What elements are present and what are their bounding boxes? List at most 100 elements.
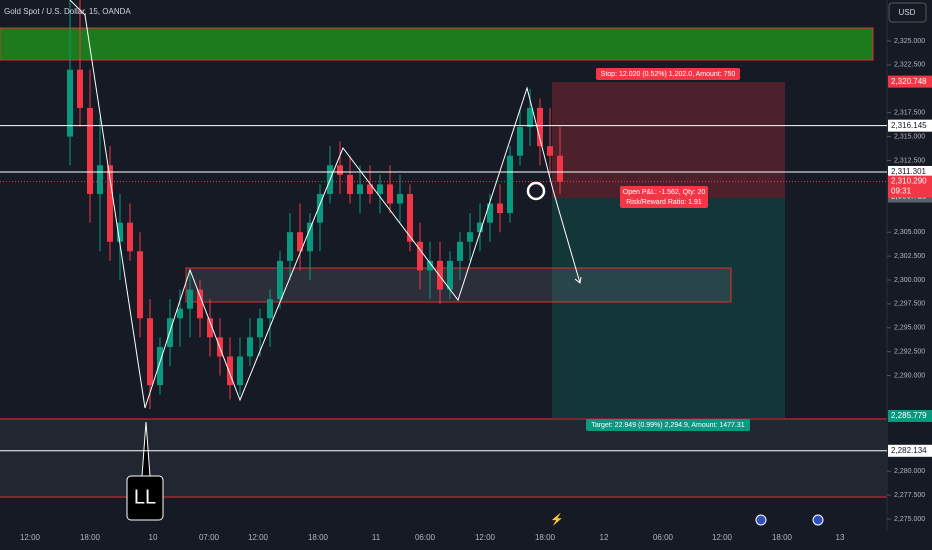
candle-body xyxy=(427,260,433,271)
y-tick-label: 2,325.000 xyxy=(894,38,925,45)
candle-body xyxy=(127,222,133,252)
rr-label: Risk/Reward Ratio: 1.91 xyxy=(626,199,702,206)
target-label: Target: 22.949 (0.99%) 2,294.9, Amount: … xyxy=(591,422,744,429)
candle-body xyxy=(357,184,363,194)
candle-body xyxy=(477,222,483,233)
chart-title: Gold Spot / U.S. Dollar, 15, OANDA xyxy=(4,7,131,16)
candle-body xyxy=(157,346,163,386)
candle-body xyxy=(197,289,203,319)
candle-body xyxy=(317,193,323,223)
callout-box xyxy=(126,475,164,521)
x-tick-label: 18:00 xyxy=(535,533,556,542)
candle-body xyxy=(297,232,303,252)
candle-body xyxy=(307,222,313,252)
candle-body xyxy=(247,337,253,357)
target-label-box xyxy=(586,419,750,431)
candle-body xyxy=(107,165,113,242)
candle-body xyxy=(87,107,93,194)
x-tick-label: 12 xyxy=(600,533,609,542)
event-icon[interactable]: ⚡ xyxy=(550,513,564,526)
price-tag xyxy=(888,119,932,132)
y-tick-label: 2,300.000 xyxy=(894,277,925,284)
countdown: 09:31 xyxy=(891,187,912,196)
candle-body xyxy=(187,289,193,309)
price-tag xyxy=(888,75,932,88)
x-tick-label: 18:00 xyxy=(308,533,329,542)
y-tick-label: 2,317.500 xyxy=(894,110,925,117)
candle-body xyxy=(397,193,403,204)
y-tick-label: 2,297.500 xyxy=(894,301,925,308)
candle-body xyxy=(537,107,543,147)
zigzag xyxy=(69,0,581,409)
candle-body xyxy=(337,165,343,175)
flag-icon[interactable] xyxy=(755,514,767,526)
y-tick-label: 2,305.000 xyxy=(894,229,925,236)
range-box xyxy=(185,267,732,303)
y-tick-label: 2,315.000 xyxy=(894,133,925,140)
candle-body xyxy=(207,318,213,338)
stop-label: Stop: 12.020 (0.52%) 1,202.0, Amount: 75… xyxy=(601,71,736,78)
price-tag-label: 2,311.301 xyxy=(891,167,927,176)
x-tick-label: 18:00 xyxy=(772,533,793,542)
candle-body xyxy=(147,318,153,386)
x-tick-label: 18:00 xyxy=(80,533,101,542)
candle-body xyxy=(557,155,563,182)
pnl-label: Open P&L: -1.562, Qty: 20 xyxy=(623,189,706,196)
supply-zone xyxy=(0,27,874,61)
x-tick-label: 12:00 xyxy=(248,533,269,542)
candle-body xyxy=(257,318,263,338)
candle-body xyxy=(497,203,503,214)
stop-area xyxy=(552,82,785,198)
y-tick-label: 2,322.500 xyxy=(894,62,925,69)
x-tick-label: 12:00 xyxy=(20,533,41,542)
callout-text: LL xyxy=(134,486,156,508)
candle-body xyxy=(457,241,463,261)
candle-body xyxy=(227,356,233,386)
price-tag xyxy=(888,409,932,422)
candle-body xyxy=(137,251,143,319)
x-tick-label: 11 xyxy=(372,533,381,542)
candle-body xyxy=(77,69,83,108)
target-area xyxy=(552,198,785,418)
candle-body xyxy=(237,356,243,386)
candle-body xyxy=(527,107,533,128)
x-tick-label: 06:00 xyxy=(653,533,674,542)
candle-body xyxy=(547,146,553,156)
y-tick-label: 2,290.000 xyxy=(894,372,925,379)
candle-body xyxy=(97,165,103,194)
y-tick-label: 2,295.000 xyxy=(894,325,925,332)
arrow-head xyxy=(574,276,582,284)
candle-body xyxy=(387,184,393,204)
candle-body xyxy=(67,69,73,137)
candle-body xyxy=(177,308,183,319)
circle-marker xyxy=(526,181,546,201)
candle-body xyxy=(437,260,443,290)
y-tick-label: 2,302.500 xyxy=(894,253,925,260)
price-tag xyxy=(888,165,932,178)
currency-button[interactable] xyxy=(888,2,927,23)
x-tick-label: 13 xyxy=(836,533,845,542)
x-tick-label: 10 xyxy=(149,533,158,542)
candle-body xyxy=(287,232,293,261)
candle-body xyxy=(367,184,373,194)
candle-body xyxy=(407,193,413,242)
candle-body xyxy=(467,232,473,242)
candle-body xyxy=(117,222,123,242)
currency[interactable]: USD xyxy=(899,8,916,17)
candle-body xyxy=(447,260,453,290)
price-tag-label: 2,282.134 xyxy=(891,446,927,455)
stop-label-box xyxy=(596,68,740,80)
y-tick-label: 2,292.500 xyxy=(894,349,925,356)
candle-body xyxy=(277,260,283,300)
candle-body xyxy=(377,184,383,194)
candle-body xyxy=(417,241,423,271)
last-price-label: 2,310.290 xyxy=(891,177,927,186)
flag-icon[interactable] xyxy=(812,514,824,526)
price-tag-label: 2,285.779 xyxy=(891,411,927,420)
pnl-box xyxy=(620,186,708,208)
y-tick-label: 2,312.500 xyxy=(894,157,925,164)
y-tick-label: 2,280.000 xyxy=(894,468,925,475)
x-tick-label: 07:00 xyxy=(199,533,220,542)
candle-body xyxy=(347,174,353,194)
